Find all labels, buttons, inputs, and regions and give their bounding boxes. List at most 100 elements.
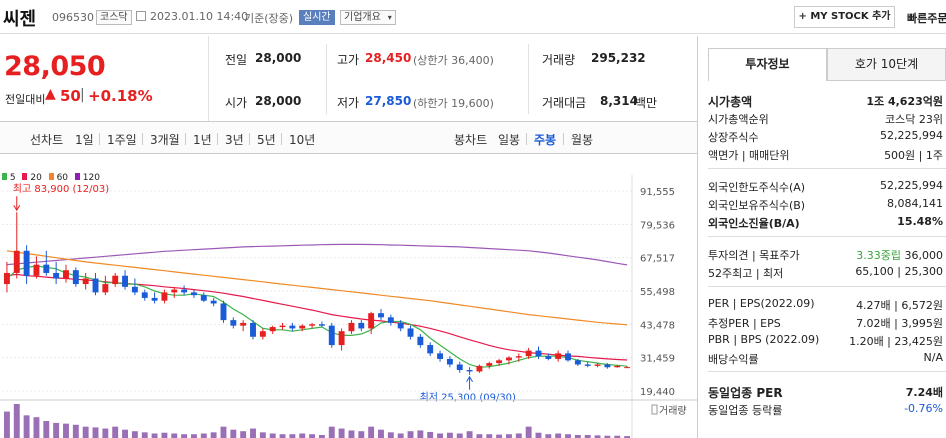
candle-body (476, 365, 483, 372)
legend-label-20: 20 (30, 173, 42, 183)
divider (249, 133, 250, 145)
candle-body (417, 336, 424, 346)
high-arrowhead (13, 204, 21, 212)
low-note: 최저 25,300 (09/30) (420, 392, 516, 404)
volume-bar (437, 433, 443, 438)
candle-body (171, 289, 178, 293)
info-row-value: 15.48% (897, 215, 943, 228)
tab-3y[interactable]: 3년 (225, 133, 244, 147)
info-row: 동일업종 PER 7.24배 (708, 384, 946, 402)
candle-body (102, 284, 109, 293)
price-chart[interactable]: 5 20 60 120 91,555 79,536 67,517 55,498 43,4… (0, 155, 697, 438)
candle-body (112, 275, 119, 285)
prev-close-label: 전일 (225, 53, 248, 67)
y-tick-label: 67,517 (640, 254, 675, 265)
candle-body (358, 322, 365, 329)
my-stock-add-button[interactable]: + MY STOCK 추가 (794, 6, 895, 28)
info-row-value: 7.24배 (905, 386, 943, 399)
tab-3m[interactable]: 3개월 (150, 133, 180, 147)
company-info-label: 기업개요 (344, 12, 381, 23)
candle-body (427, 345, 434, 354)
volume-label: 거래량 (659, 405, 687, 417)
ma5-line (6, 265, 628, 368)
candle-body (82, 278, 89, 285)
high-value: 28,450 (365, 51, 412, 65)
candle-chart-label: 봉차트 (454, 133, 488, 147)
volume-bar (299, 433, 306, 438)
tab-order-book[interactable]: 호가 10단계 (827, 48, 946, 81)
candle-body (368, 313, 375, 329)
volume-bar (614, 435, 621, 438)
volume-swatch (651, 404, 658, 415)
tab-5y[interactable]: 5년 (257, 133, 276, 147)
price-box: 28,050 전일대비 ▲ 50 | +0.18% (0, 35, 208, 121)
volume-bar (565, 434, 571, 438)
change-value: 50 (60, 87, 81, 105)
legend-swatch-60 (48, 173, 54, 180)
volume-bar (230, 429, 237, 438)
volume-bar (33, 417, 40, 438)
volume-bar (102, 428, 109, 438)
candle-body (348, 322, 355, 332)
tab-10y[interactable]: 10년 (289, 133, 316, 147)
time-basis: 기준(장중) (244, 12, 294, 25)
candle-body (486, 363, 493, 366)
tab-1d[interactable]: 1일 (75, 133, 94, 147)
volume-bar (476, 434, 483, 438)
candle-body (141, 292, 148, 298)
volume-bar (240, 431, 247, 438)
candle-body (525, 350, 532, 357)
volume-bar (181, 434, 188, 438)
volume-bar (43, 421, 50, 438)
candle-body (624, 367, 631, 369)
stock-code: 096530 (52, 11, 94, 24)
prev-close-value: 28,000 (255, 51, 302, 65)
volume-bar (378, 429, 384, 438)
volume-bar (200, 433, 207, 438)
volume-bar (348, 430, 355, 438)
candle-body (53, 272, 60, 279)
tab-1y[interactable]: 1년 (193, 133, 212, 147)
chevron-down-icon: ▾ (387, 13, 392, 22)
quick-order-button[interactable]: 빠른주문 (907, 12, 946, 25)
candle-body (289, 325, 296, 329)
candle-body (604, 364, 611, 368)
candle-body (269, 327, 276, 332)
candle-body (151, 297, 158, 301)
tab-investment-info[interactable]: 투자정보 (708, 48, 827, 81)
volume-bar (289, 434, 296, 438)
volume-bar (82, 426, 89, 438)
legend-label-5: 5 (9, 173, 16, 183)
candle-body (43, 264, 50, 273)
ma60-line (6, 250, 628, 326)
volume-bar (525, 426, 532, 438)
y-tick-label: 91,555 (640, 187, 675, 198)
tab-daily[interactable]: 일봉 (498, 133, 521, 147)
info-row-value: 52,225,994 (880, 129, 943, 142)
candle-body (309, 324, 316, 326)
volume-bar (584, 434, 591, 438)
info-row-label: 액면가 | 매매단위 (708, 149, 790, 162)
opinion-value: 3.33중립 (856, 249, 901, 262)
info-row-label: 52주최고 | 최저 (708, 267, 784, 280)
info-row: 투자의견 | 목표주가 3.33중립 36,000 (708, 247, 946, 265)
info-row-label: PBR | BPS (2022.09) (708, 333, 820, 346)
divider (563, 133, 564, 145)
info-row-label: 외국인소진율(B/A) (708, 217, 800, 230)
investment-info-table: 시가총액 1조 4,623억원 시가총액순위 코스닥 23위 상장주식수 52,225,9… (708, 88, 946, 438)
info-row-label: 동일업종 등락률 (708, 404, 783, 417)
info-row-label: 배당수익률 (708, 353, 759, 366)
tab-weekly[interactable]: 주봉 (534, 133, 557, 147)
info-row-value: 52,225,994 (880, 179, 943, 192)
candle-body (318, 324, 325, 326)
candle-body (161, 292, 168, 301)
low-value: 27,850 (365, 94, 412, 108)
company-info-button[interactable]: 기업개요 ▾ (340, 10, 396, 25)
candle-body (13, 250, 20, 273)
stock-header: 씨젠 096530 코스닥 2023.01.10 14:40 기준(장중) 실시… (0, 0, 946, 34)
tab-monthly[interactable]: 월봉 (571, 133, 594, 147)
tab-1w[interactable]: 1주일 (107, 133, 137, 147)
volume-bar (407, 431, 414, 438)
info-row: 52주최고 | 최저 65,100 | 25,300 (708, 265, 946, 283)
investment-info-panel: 투자정보 호가 10단계 시가총액 1조 4,623억원 시가총액순위 코스닥 23위… (708, 48, 946, 438)
